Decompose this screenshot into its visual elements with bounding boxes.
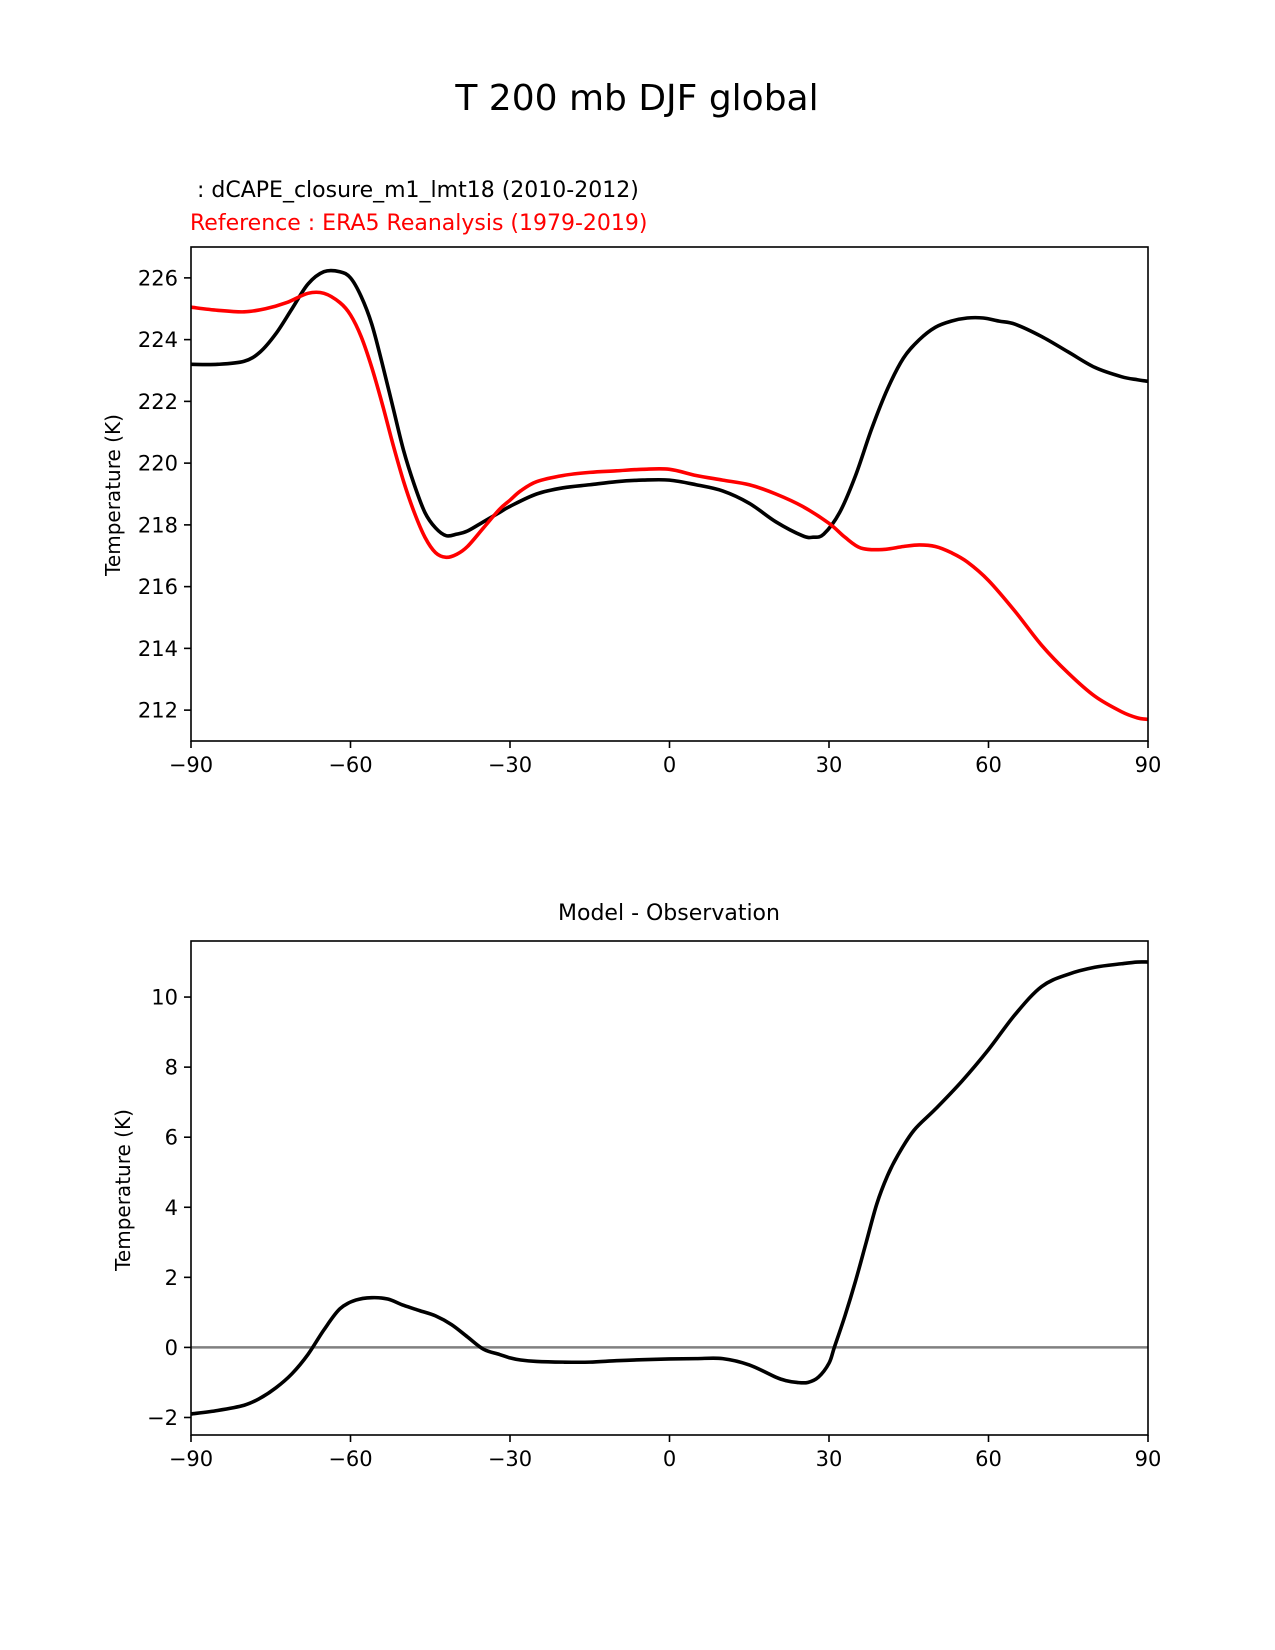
series-line-model <box>191 960 1148 1416</box>
y-tick-label: 2 <box>165 1266 178 1290</box>
panel-bottom-title: Model - Observation <box>558 901 780 926</box>
y-tick-label: 214 <box>138 637 178 661</box>
figure-suptitle: T 200 mb DJF global <box>454 78 818 119</box>
x-tick-label: 0 <box>663 1447 676 1471</box>
y-tick-label: 212 <box>138 699 178 723</box>
y-tick-label: 6 <box>165 1126 178 1150</box>
x-tick-label: 30 <box>816 753 843 777</box>
bottom-plot-area: −90 −60 −30 0 30 60 90 −2 0 2 4 6 8 10 <box>147 940 1162 1471</box>
x-tick-label: 90 <box>1135 1447 1162 1471</box>
x-tick-label: 30 <box>816 1447 843 1471</box>
y-tick-label: 8 <box>165 1056 178 1080</box>
y-tick-label: 0 <box>165 1336 178 1360</box>
y-tick-label: 4 <box>165 1196 178 1220</box>
y-tick-label: −2 <box>147 1406 178 1430</box>
y-tick-label: 216 <box>138 575 178 599</box>
y-tick-label: 218 <box>138 513 178 537</box>
x-tick-label: −90 <box>169 753 213 777</box>
panel-top-ylabel: Temperature (K) <box>101 414 125 577</box>
series-line-model <box>191 268 1148 540</box>
y-tick-label: 222 <box>138 390 178 414</box>
x-tick-label: −60 <box>328 1447 372 1471</box>
panel-bottom: Model - Observation −90 −60 −30 0 30 60 90 −2 0 2… <box>111 901 1161 1471</box>
y-tick-label: 10 <box>151 986 178 1010</box>
x-tick-label: 60 <box>975 1447 1002 1471</box>
panel-top: : dCAPE_closure_m1_lmt18 (2010-2012) Ref… <box>101 178 1161 777</box>
x-tick-label: −90 <box>169 1447 213 1471</box>
panel-top-title-model: : dCAPE_closure_m1_lmt18 (2010-2012) <box>190 178 639 203</box>
top-plot-area: −90 −60 −30 0 30 60 90 212 214 216 218 220 222 224 226 <box>138 246 1162 777</box>
x-tick-label: 60 <box>975 753 1002 777</box>
x-tick-label: 90 <box>1135 753 1162 777</box>
x-tick-label: −30 <box>488 1447 532 1471</box>
y-tick-label: 220 <box>138 452 178 476</box>
x-tick-label: −60 <box>328 753 372 777</box>
x-tick-label: 0 <box>663 753 676 777</box>
y-tick-label: 226 <box>138 266 178 290</box>
x-tick-label: −30 <box>488 753 532 777</box>
panel-top-title-reference: Reference : ERA5 Reanalysis (1979-2019) <box>190 211 648 236</box>
series-line-reference <box>191 290 1148 722</box>
panel-bottom-ylabel: Temperature (K) <box>111 1109 135 1272</box>
y-tick-label: 224 <box>138 328 178 352</box>
